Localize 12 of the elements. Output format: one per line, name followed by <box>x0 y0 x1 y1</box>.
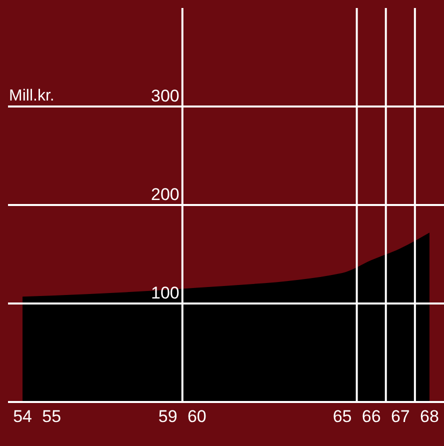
y-tick-label: 100 <box>151 283 180 302</box>
x-tick-label: 68 <box>420 407 439 426</box>
x-tick-label: 60 <box>187 407 206 426</box>
x-tick-label: 67 <box>390 407 410 426</box>
y-axis-title: Mill.kr. <box>9 88 54 104</box>
x-tick-label: 66 <box>362 407 381 426</box>
x-tick-label: 59 <box>158 407 178 426</box>
y-tick-label: 200 <box>151 184 180 204</box>
x-tick-label: 54 <box>13 407 32 426</box>
x-tick-label: 65 <box>332 407 352 426</box>
x-tick-label: 55 <box>42 407 62 426</box>
y-tick-label: 300 <box>151 86 180 106</box>
